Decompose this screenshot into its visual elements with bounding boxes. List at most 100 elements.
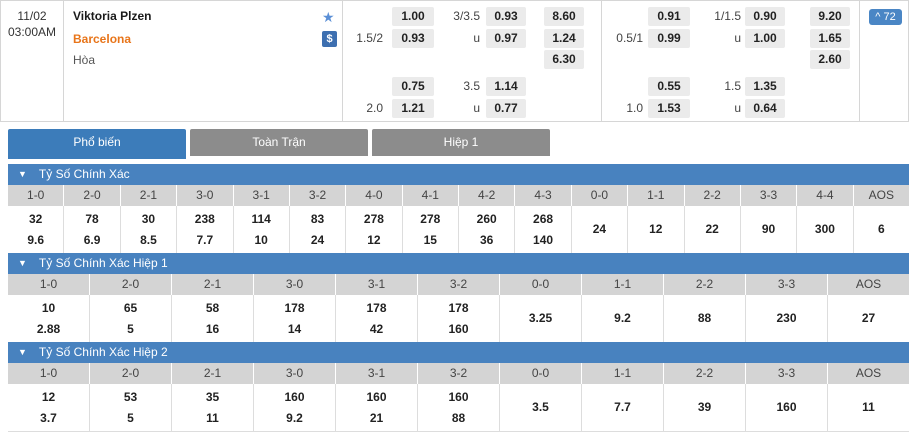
score-odds-cell[interactable]: 12 3.7 xyxy=(8,384,90,431)
odds-value[interactable]: 10 xyxy=(41,301,56,315)
odds-button[interactable]: 0.97 xyxy=(486,29,526,48)
score-odds-cell[interactable]: 6 xyxy=(854,206,909,253)
odds-value[interactable]: 39 xyxy=(697,400,712,414)
odds-button[interactable]: 8.60 xyxy=(544,7,584,26)
score-odds-cell[interactable]: 65 5 xyxy=(90,295,172,342)
odds-value[interactable]: 27 xyxy=(861,311,876,325)
odds-value[interactable]: 14 xyxy=(287,322,302,336)
odds-button[interactable]: 0.77 xyxy=(486,99,526,118)
odds-value[interactable]: 7.7 xyxy=(614,400,631,414)
score-odds-cell[interactable]: 238 7.7 xyxy=(177,206,234,253)
odds-value[interactable]: 21 xyxy=(369,411,384,425)
odds-button[interactable]: 1.21 xyxy=(392,99,434,118)
odds-value[interactable]: 160 xyxy=(776,400,797,414)
odds-value[interactable]: 22 xyxy=(705,222,719,236)
score-odds-cell[interactable]: 53 5 xyxy=(90,384,172,431)
dollar-icon[interactable]: $ xyxy=(322,31,337,47)
score-odds-cell[interactable]: 88 xyxy=(664,295,746,342)
collapse-chevron-icon[interactable]: ▼ xyxy=(18,169,27,179)
odds-value[interactable]: 230 xyxy=(776,311,797,325)
odds-value[interactable]: 3.25 xyxy=(528,311,553,325)
section-header[interactable]: ▼ Tỷ Số Chính Xác Hiệp 2 xyxy=(8,342,909,363)
odds-button[interactable]: 0.90 xyxy=(745,7,785,26)
score-odds-cell[interactable]: 3.5 xyxy=(500,384,582,431)
score-odds-cell[interactable]: 35 11 xyxy=(172,384,254,431)
odds-value[interactable]: 9.2 xyxy=(286,411,303,425)
tab-first-half[interactable]: Hiệp 1 xyxy=(372,129,550,156)
score-odds-cell[interactable]: 178 160 xyxy=(418,295,500,342)
score-odds-cell[interactable]: 300 xyxy=(797,206,854,253)
odds-button[interactable]: 2.60 xyxy=(810,50,850,69)
away-team[interactable]: Barcelona xyxy=(73,32,132,46)
odds-button[interactable]: 0.93 xyxy=(392,29,434,48)
odds-value[interactable]: 178 xyxy=(366,301,387,315)
odds-button[interactable]: 1.65 xyxy=(810,29,850,48)
score-odds-cell[interactable]: 78 6.9 xyxy=(64,206,121,253)
odds-button[interactable]: 0.64 xyxy=(745,99,785,118)
odds-value[interactable]: 36 xyxy=(480,233,494,247)
score-odds-cell[interactable]: 114 10 xyxy=(234,206,290,253)
odds-value[interactable]: 9.6 xyxy=(27,233,45,247)
odds-value[interactable]: 5 xyxy=(127,411,134,425)
odds-value[interactable]: 160 xyxy=(448,390,469,404)
score-odds-cell[interactable]: 160 21 xyxy=(336,384,418,431)
section-header[interactable]: ▼ Tỷ Số Chính Xác xyxy=(8,164,909,185)
score-odds-cell[interactable]: 11 xyxy=(828,384,909,431)
odds-value[interactable]: 16 xyxy=(205,322,220,336)
more-markets-button[interactable]: ^ 72 xyxy=(869,9,902,25)
score-odds-cell[interactable]: 12 xyxy=(628,206,685,253)
odds-value[interactable]: 24 xyxy=(592,222,607,236)
odds-value[interactable]: 8.5 xyxy=(140,233,157,247)
collapse-chevron-icon[interactable]: ▼ xyxy=(18,347,27,357)
odds-value[interactable]: 35 xyxy=(205,390,220,404)
odds-value[interactable]: 160 xyxy=(366,390,387,404)
odds-button[interactable]: 1.00 xyxy=(392,7,434,26)
odds-value[interactable]: 178 xyxy=(448,301,469,315)
score-odds-cell[interactable]: 27 xyxy=(828,295,909,342)
odds-button[interactable]: 1.14 xyxy=(486,77,526,96)
odds-button[interactable]: 0.75 xyxy=(392,77,434,96)
odds-value[interactable]: 278 xyxy=(420,212,441,226)
odds-value[interactable]: 12 xyxy=(367,233,381,247)
score-odds-cell[interactable]: 10 2.88 xyxy=(8,295,90,342)
odds-value[interactable]: 3.7 xyxy=(40,411,57,425)
odds-value[interactable]: 160 xyxy=(284,390,305,404)
odds-button[interactable]: 1.53 xyxy=(648,99,690,118)
odds-value[interactable]: 58 xyxy=(205,301,220,315)
odds-value[interactable]: 278 xyxy=(363,212,384,226)
score-odds-cell[interactable]: 230 xyxy=(746,295,828,342)
odds-value[interactable]: 9.2 xyxy=(614,311,631,325)
odds-value[interactable]: 42 xyxy=(369,322,384,336)
score-odds-cell[interactable]: 160 xyxy=(746,384,828,431)
odds-value[interactable]: 268 xyxy=(533,212,554,226)
score-odds-cell[interactable]: 178 42 xyxy=(336,295,418,342)
odds-value[interactable]: 114 xyxy=(251,212,271,226)
score-odds-cell[interactable]: 7.7 xyxy=(582,384,664,431)
score-odds-cell[interactable]: 83 24 xyxy=(290,206,347,253)
odds-value[interactable]: 12 xyxy=(41,390,56,404)
odds-value[interactable]: 2.88 xyxy=(36,322,61,336)
tab-popular[interactable]: Phổ biến xyxy=(8,129,186,159)
odds-value[interactable]: 78 xyxy=(85,212,99,226)
odds-button[interactable]: 0.93 xyxy=(486,7,526,26)
odds-value[interactable]: 90 xyxy=(761,222,776,236)
odds-value[interactable]: 88 xyxy=(697,311,712,325)
odds-button[interactable]: 9.20 xyxy=(810,7,850,26)
score-odds-cell[interactable]: 90 xyxy=(741,206,798,253)
score-odds-cell[interactable]: 268 140 xyxy=(515,206,572,253)
odds-value[interactable]: 238 xyxy=(194,212,215,226)
odds-value[interactable]: 10 xyxy=(254,233,268,247)
odds-button[interactable]: 0.91 xyxy=(648,7,690,26)
score-odds-cell[interactable]: 3.25 xyxy=(500,295,582,342)
section-header[interactable]: ▼ Tỷ Số Chính Xác Hiệp 1 xyxy=(8,253,909,274)
odds-value[interactable]: 11 xyxy=(862,400,875,414)
odds-button[interactable]: 1.35 xyxy=(745,77,785,96)
score-odds-cell[interactable]: 30 8.5 xyxy=(121,206,178,253)
score-odds-cell[interactable]: 22 xyxy=(685,206,741,253)
score-odds-cell[interactable]: 160 9.2 xyxy=(254,384,336,431)
odds-button[interactable]: 0.99 xyxy=(648,29,690,48)
odds-value[interactable]: 88 xyxy=(451,411,466,425)
home-team[interactable]: Viktoria Plzen xyxy=(73,9,152,23)
score-odds-cell[interactable]: 178 14 xyxy=(254,295,336,342)
odds-value[interactable]: 53 xyxy=(123,390,138,404)
